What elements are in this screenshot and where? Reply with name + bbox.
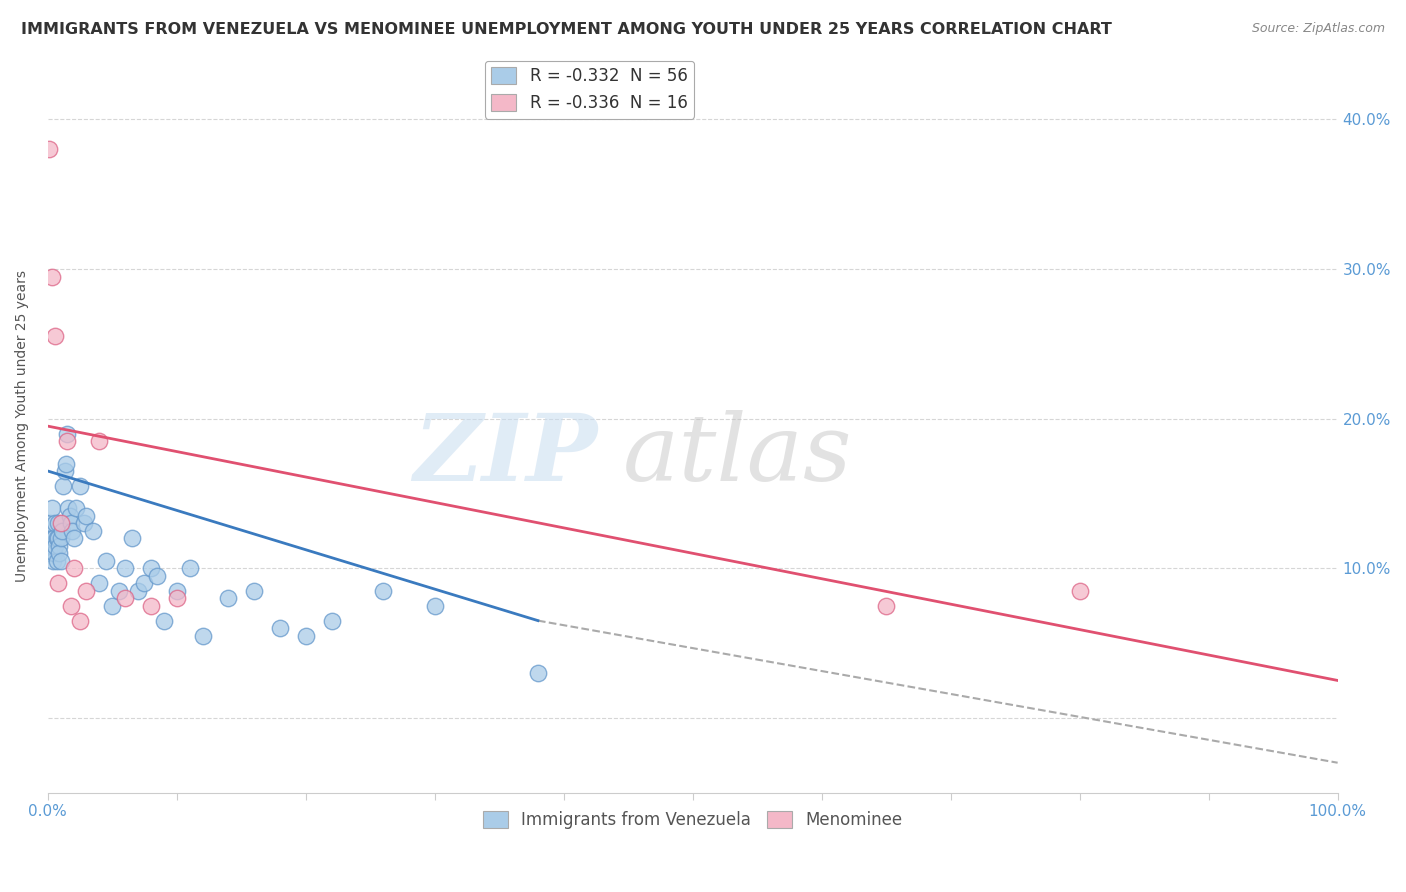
Point: [191, 629, 214, 643]
Point: [48, 546, 70, 560]
Point: [62, 561, 84, 575]
Text: Source: ZipAtlas.com: Source: ZipAtlas.com: [1251, 22, 1385, 36]
Point: [69, 614, 91, 628]
Y-axis label: Unemployment Among Youth under 25 years: Unemployment Among Youth under 25 years: [15, 270, 30, 582]
Point: [139, 561, 162, 575]
Point: [46, 516, 69, 531]
Point: [62, 532, 84, 546]
Text: IMMIGRANTS FROM VENEZUELA VS MENOMINEE UNEMPLOYMENT AMONG YOUTH UNDER 25 YEARS C: IMMIGRANTS FROM VENEZUELA VS MENOMINEE U…: [21, 22, 1112, 37]
Point: [51, 524, 73, 538]
Point: [423, 599, 446, 613]
Point: [41, 539, 63, 553]
Point: [39, 516, 62, 531]
Point: [114, 591, 136, 606]
Point: [217, 591, 239, 606]
Point: [101, 599, 124, 613]
Point: [59, 599, 82, 613]
Point: [65, 501, 87, 516]
Point: [89, 576, 111, 591]
Point: [44, 532, 66, 546]
Point: [371, 583, 394, 598]
Point: [44, 546, 66, 560]
Point: [294, 629, 316, 643]
Point: [44, 329, 66, 343]
Point: [89, 434, 111, 448]
Point: [59, 516, 82, 531]
Point: [875, 599, 897, 613]
Point: [166, 583, 188, 598]
Point: [82, 524, 104, 538]
Point: [38, 532, 60, 546]
Point: [1069, 583, 1091, 598]
Point: [46, 576, 69, 591]
Point: [59, 508, 82, 523]
Point: [39, 546, 62, 560]
Point: [114, 561, 136, 575]
Point: [42, 532, 65, 546]
Point: [153, 614, 176, 628]
Legend: Immigrants from Venezuela, Menominee: Immigrants from Venezuela, Menominee: [475, 804, 910, 836]
Point: [166, 591, 188, 606]
Point: [527, 665, 550, 680]
Point: [52, 479, 75, 493]
Point: [69, 479, 91, 493]
Point: [41, 501, 63, 516]
Point: [56, 426, 79, 441]
Point: [139, 599, 162, 613]
Point: [134, 576, 156, 591]
Point: [73, 516, 96, 531]
Point: [179, 561, 201, 575]
Point: [75, 583, 97, 598]
Point: [41, 269, 63, 284]
Point: [107, 583, 129, 598]
Point: [75, 508, 97, 523]
Point: [46, 532, 69, 546]
Point: [56, 434, 79, 448]
Point: [38, 142, 60, 156]
Point: [48, 539, 70, 553]
Point: [49, 532, 72, 546]
Point: [127, 583, 149, 598]
Point: [49, 554, 72, 568]
Point: [60, 524, 83, 538]
Point: [58, 501, 80, 516]
Point: [243, 583, 266, 598]
Point: [49, 516, 72, 531]
Point: [53, 464, 76, 478]
Point: [55, 457, 77, 471]
Point: [269, 621, 291, 635]
Point: [321, 614, 343, 628]
Point: [44, 539, 66, 553]
Text: ZIP: ZIP: [413, 410, 598, 500]
Point: [146, 568, 169, 582]
Text: atlas: atlas: [623, 410, 852, 500]
Point: [45, 554, 67, 568]
Point: [45, 532, 67, 546]
Point: [94, 554, 117, 568]
Point: [121, 532, 143, 546]
Point: [42, 554, 65, 568]
Point: [44, 516, 66, 531]
